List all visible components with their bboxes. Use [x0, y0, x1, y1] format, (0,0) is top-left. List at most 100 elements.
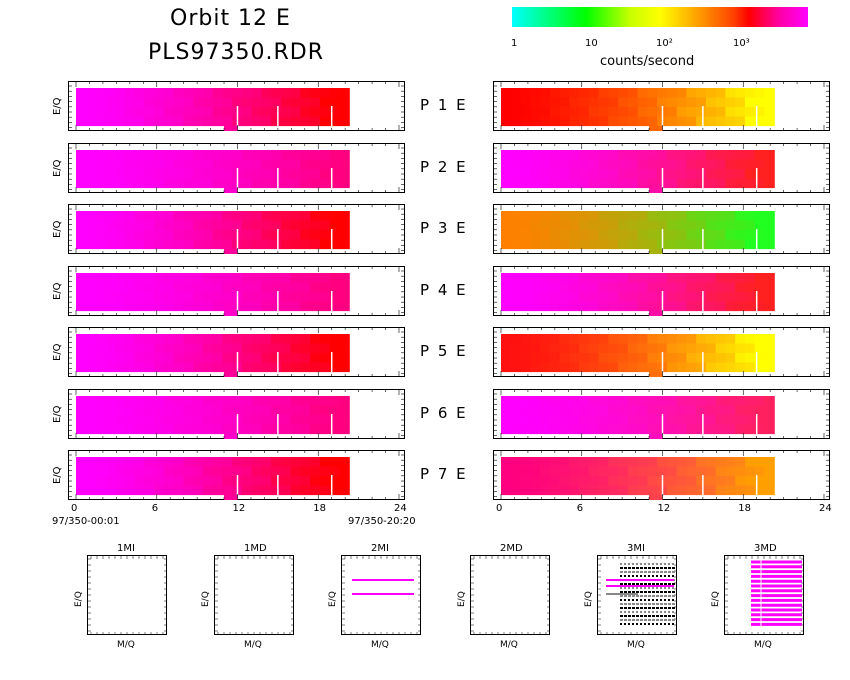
- heatmap-cell: [202, 457, 214, 467]
- heatmap-cell: [666, 301, 678, 311]
- mini-ylabel: E/Q: [74, 591, 84, 607]
- heatmap-cell: [95, 88, 106, 98]
- heatmap-cell: [76, 159, 87, 169]
- heatmap-cell: [193, 149, 204, 160]
- heatmap-cell: [715, 395, 727, 406]
- heatmap-cell: [510, 107, 522, 117]
- heatmap-cell: [608, 239, 619, 250]
- heatmap-cell: [76, 424, 87, 434]
- heatmap-cell: [222, 88, 233, 98]
- heatmap-cell: [115, 457, 126, 467]
- heatmap-cell: [530, 343, 541, 354]
- heatmap-cell: [339, 414, 350, 425]
- heatmap-cell: [173, 230, 184, 240]
- heatmap-cell: [212, 395, 223, 406]
- heatmap-cell: [261, 414, 272, 425]
- heatmap-cell: [725, 343, 736, 354]
- heatmap-cell: [549, 485, 561, 496]
- heatmap-cell: [666, 97, 678, 108]
- heatmap-cell: [183, 353, 194, 363]
- heatmap-cell: [627, 395, 639, 406]
- data-notch: [649, 310, 663, 316]
- heatmap-cell: [319, 159, 331, 169]
- heatmap-cell: [202, 291, 214, 302]
- heatmap-cell: [676, 178, 687, 188]
- heatmap-cell: [598, 466, 609, 477]
- heatmap-cell: [686, 88, 697, 98]
- heatmap-cell: [310, 116, 321, 127]
- heatmap-cell: [569, 178, 580, 188]
- heatmap-cell: [725, 211, 736, 221]
- heatmap-cell: [300, 97, 311, 108]
- data-notch: [649, 249, 663, 254]
- heatmap-cell: [549, 211, 561, 221]
- heatmap-cell: [95, 362, 106, 373]
- heatmap-cell: [579, 107, 590, 117]
- heatmap-cell: [588, 107, 600, 117]
- heatmap-cell: [144, 424, 155, 434]
- heatmap-cell: [725, 424, 736, 434]
- heatmap-cell: [666, 107, 678, 117]
- heatmap-cell: [510, 149, 522, 160]
- heatmap-cell: [85, 466, 97, 477]
- mini-panel-3MI: [597, 555, 677, 635]
- heatmap-cell: [588, 476, 600, 486]
- heatmap-cell: [144, 476, 155, 486]
- heatmap-cell: [627, 149, 639, 160]
- heatmap-cell: [319, 343, 331, 354]
- heatmap-cell: [696, 343, 707, 354]
- heatmap-cell: [290, 395, 302, 406]
- heatmap-cell: [647, 282, 658, 292]
- heatmap-cell: [115, 362, 126, 373]
- left-panel-3-heatmap: [69, 205, 404, 254]
- heatmap-cell: [647, 291, 658, 302]
- heatmap-cell: [271, 220, 282, 231]
- heatmap-cell: [501, 178, 512, 188]
- heatmap-cell: [637, 485, 648, 496]
- heatmap-cell: [280, 362, 292, 373]
- heatmap-cell: [501, 211, 512, 221]
- mini-xlabel: M/Q: [754, 640, 772, 650]
- mini-ylabel: E/Q: [201, 591, 211, 607]
- heatmap-cell: [637, 211, 648, 221]
- heatmap-cell: [144, 211, 155, 221]
- heatmap-cell: [725, 291, 736, 302]
- heatmap-cell: [657, 88, 668, 98]
- heatmap-cell: [627, 362, 639, 373]
- heatmap-cell: [637, 282, 648, 292]
- heatmap-cell: [241, 353, 253, 363]
- heatmap-cell: [280, 149, 292, 160]
- heatmap-cell: [115, 301, 126, 311]
- heatmap-cell: [666, 414, 678, 425]
- heatmap-cell: [764, 239, 775, 250]
- heatmap-cell: [76, 107, 87, 117]
- heatmap-cell: [501, 88, 512, 98]
- heatmap-cell: [637, 239, 648, 250]
- heatmap-cell: [183, 88, 194, 98]
- heatmap-cell: [725, 116, 736, 127]
- heatmap-cell: [105, 211, 116, 221]
- heatmap-cell: [530, 414, 541, 425]
- heatmap-cell: [163, 149, 175, 160]
- heatmap-cell: [280, 220, 292, 231]
- heatmap-cell: [715, 466, 727, 477]
- heatmap-cell: [520, 272, 531, 283]
- heatmap-cell: [618, 466, 629, 477]
- heatmap-cell: [300, 88, 311, 98]
- heatmap-cell: [627, 405, 639, 415]
- heatmap-cell: [310, 457, 321, 467]
- heatmap-cell: [134, 414, 145, 425]
- heatmap-cell: [222, 457, 233, 467]
- heatmap-cell: [261, 395, 272, 406]
- heatmap-cell: [251, 211, 262, 221]
- heatmap-cell: [696, 301, 707, 311]
- heatmap-cell: [271, 239, 282, 250]
- heatmap-cell: [212, 466, 223, 477]
- heatmap-cell: [608, 272, 619, 283]
- heatmap-cell: [163, 353, 175, 363]
- heatmap-cell: [163, 362, 175, 373]
- heatmap-cell: [588, 88, 600, 98]
- heatmap-cell: [105, 362, 116, 373]
- heatmap-cell: [559, 107, 570, 117]
- heatmap-cell: [319, 239, 331, 250]
